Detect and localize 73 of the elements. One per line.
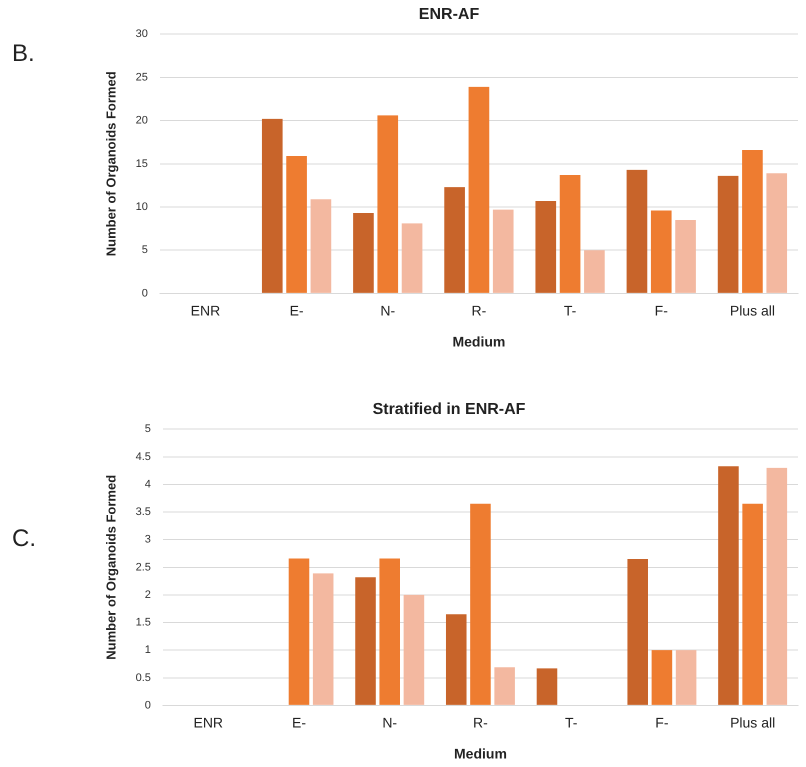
bar (676, 650, 696, 705)
x-tick-label: E- (290, 302, 304, 319)
bar (626, 170, 648, 293)
bar (584, 250, 605, 293)
bar (402, 223, 422, 293)
x-tick-label: ENR (190, 302, 220, 319)
y-tick-label: 30 (136, 28, 148, 40)
x-tick-label: F- (655, 714, 669, 731)
chart-title: Stratified in ENR-AF (372, 401, 526, 418)
x-tick-label: ENR (193, 714, 224, 731)
x-tick-label: N- (382, 714, 398, 731)
bar (766, 173, 788, 293)
bar (718, 466, 739, 705)
y-axis-title: Number of Organoids Formed (103, 71, 118, 256)
bar (353, 213, 374, 293)
chart-title: ENR-AF (418, 6, 480, 24)
x-tick-label: F- (654, 302, 668, 319)
bar (650, 210, 672, 293)
bar (377, 115, 398, 293)
y-tick-label: 5 (142, 244, 148, 256)
y-tick-label: 20 (136, 114, 148, 127)
y-tick-label: 1.5 (136, 616, 151, 629)
bar (262, 118, 283, 293)
y-tick-label: 3 (144, 534, 151, 546)
bar (652, 650, 672, 705)
y-tick-label: 5 (144, 423, 151, 436)
y-axis-title: Number of Organoids Formed (103, 474, 118, 660)
y-tick-label: 0 (144, 699, 151, 712)
bar (404, 594, 424, 705)
y-tick-label: 15 (136, 158, 148, 170)
bar (535, 200, 556, 293)
y-tick-label: 4.5 (136, 450, 151, 463)
y-tick-label: 10 (136, 201, 148, 214)
bar (379, 558, 400, 705)
bar (286, 156, 307, 293)
bar (627, 559, 648, 705)
bar (742, 150, 763, 293)
bar (742, 504, 763, 705)
y-tick-label: 1 (144, 644, 151, 656)
x-tick-label: E- (292, 714, 306, 731)
bar (536, 668, 558, 705)
bar (446, 614, 467, 705)
bar (310, 199, 332, 293)
y-tick-label: 0.5 (136, 672, 151, 684)
bar (355, 577, 376, 705)
y-tick-label: 25 (136, 71, 148, 84)
bar (444, 187, 465, 293)
text: C. (12, 525, 36, 553)
x-axis-title: Medium (452, 333, 506, 350)
x-tick-label: T- (564, 302, 577, 319)
bar (470, 504, 491, 705)
x-tick-label: N- (380, 302, 396, 319)
bar (560, 175, 580, 293)
y-tick-label: 2 (144, 588, 151, 601)
bar (675, 220, 696, 293)
bar (468, 86, 490, 293)
y-tick-label: 2.5 (136, 561, 151, 574)
x-tick-label: R- (472, 302, 487, 319)
x-axis-title: Medium (454, 745, 507, 762)
x-tick-label: T- (564, 714, 578, 731)
x-tick-label: R- (473, 714, 488, 731)
bar (288, 558, 310, 705)
text: B. (12, 40, 35, 68)
x-tick-label: Plus all (730, 714, 776, 731)
x-tick-label: Plus all (730, 302, 775, 319)
bar (766, 468, 788, 705)
y-tick-label: 4 (144, 478, 151, 490)
bar (718, 176, 738, 293)
bar (492, 210, 514, 293)
bar (312, 573, 334, 705)
bar (494, 667, 515, 705)
y-tick-label: 0 (142, 287, 148, 300)
y-tick-label: 3.5 (136, 506, 151, 518)
